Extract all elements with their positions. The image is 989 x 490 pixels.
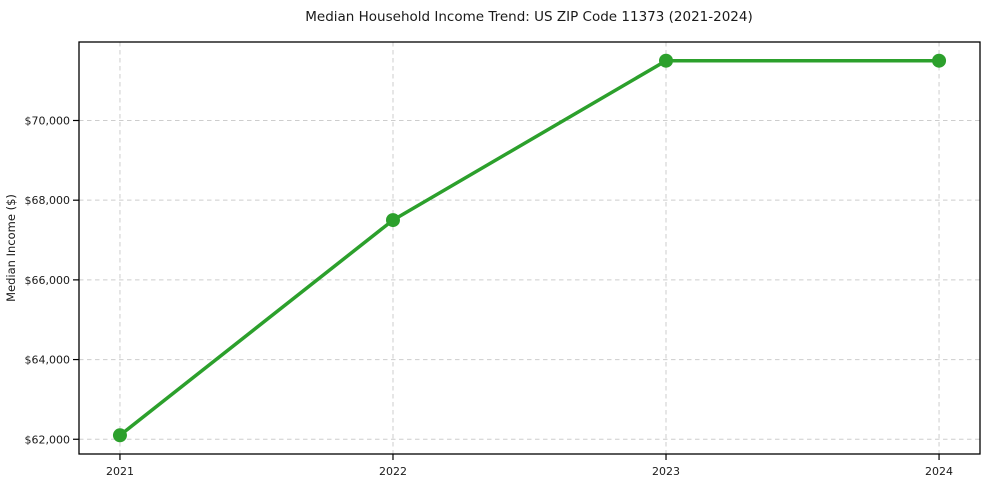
data-points (112, 53, 947, 443)
y-axis-label: Median Income ($) (4, 194, 18, 302)
gridlines (79, 42, 980, 454)
plot-border (78, 41, 981, 455)
y-tick-label: $64,000 (25, 354, 71, 367)
y-tick-label: $68,000 (25, 194, 71, 207)
tick-labels: $62,000 $64,000 $66,000 $68,000 $70,000 2021 2… (25, 114, 954, 478)
data-point (659, 53, 674, 68)
y-tick-label: $66,000 (25, 274, 71, 287)
y-tick-label: $62,000 (25, 433, 71, 446)
x-tick-label: 2021 (106, 465, 134, 478)
y-tick-label: $70,000 (25, 114, 71, 127)
x-tick-label: 2023 (652, 465, 680, 478)
data-point (932, 53, 947, 68)
income-trend-line (118, 58, 941, 438)
x-tick-label: 2022 (379, 465, 407, 478)
chart-title: Median Household Income Trend: US ZIP Co… (305, 9, 753, 25)
data-point (112, 428, 127, 443)
data-point (385, 213, 400, 228)
axis-ticks (73, 119, 940, 460)
x-tick-label: 2024 (925, 465, 953, 478)
